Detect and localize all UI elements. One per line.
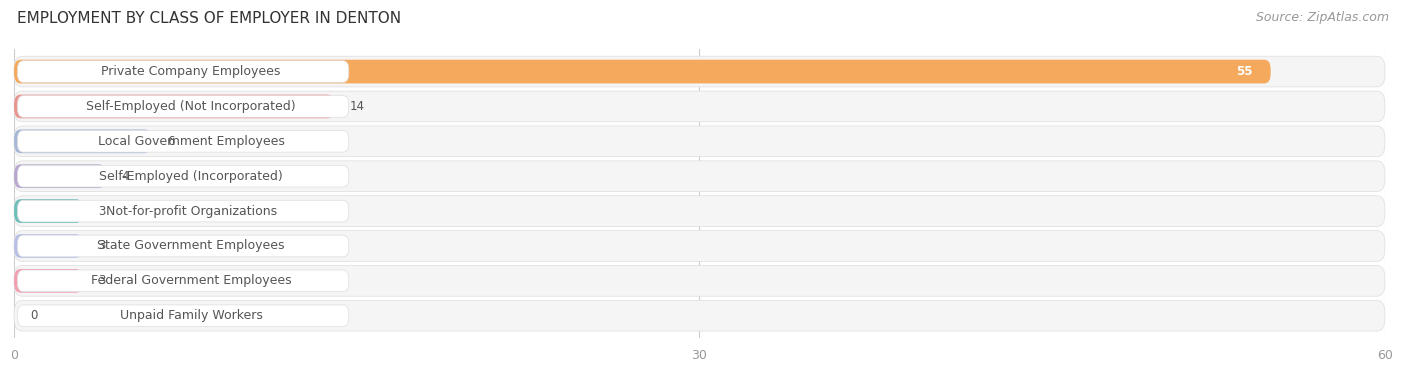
FancyBboxPatch shape: [17, 165, 349, 187]
Text: 6: 6: [167, 135, 174, 148]
FancyBboxPatch shape: [14, 230, 1385, 261]
Text: Unpaid Family Workers: Unpaid Family Workers: [120, 309, 263, 322]
FancyBboxPatch shape: [14, 300, 1385, 331]
FancyBboxPatch shape: [17, 61, 349, 82]
Text: Source: ZipAtlas.com: Source: ZipAtlas.com: [1256, 11, 1389, 24]
FancyBboxPatch shape: [17, 96, 349, 117]
FancyBboxPatch shape: [14, 126, 1385, 157]
Text: Private Company Employees: Private Company Employees: [101, 65, 281, 78]
Text: 55: 55: [1236, 65, 1253, 78]
FancyBboxPatch shape: [14, 95, 335, 118]
Text: Self-Employed (Incorporated): Self-Employed (Incorporated): [100, 170, 283, 183]
FancyBboxPatch shape: [17, 130, 349, 152]
Text: 3: 3: [98, 240, 105, 252]
FancyBboxPatch shape: [17, 270, 349, 292]
Text: Self-Employed (Not Incorporated): Self-Employed (Not Incorporated): [86, 100, 295, 113]
FancyBboxPatch shape: [14, 164, 105, 188]
FancyBboxPatch shape: [14, 234, 83, 258]
FancyBboxPatch shape: [14, 56, 1385, 87]
Text: 0: 0: [30, 309, 38, 322]
FancyBboxPatch shape: [14, 199, 83, 223]
Text: 4: 4: [121, 170, 129, 183]
FancyBboxPatch shape: [14, 265, 1385, 296]
FancyBboxPatch shape: [14, 269, 83, 293]
FancyBboxPatch shape: [14, 60, 1271, 83]
FancyBboxPatch shape: [17, 235, 349, 257]
Text: Federal Government Employees: Federal Government Employees: [91, 274, 291, 287]
FancyBboxPatch shape: [17, 200, 349, 222]
Text: 3: 3: [98, 205, 105, 218]
Text: Local Government Employees: Local Government Employees: [97, 135, 284, 148]
Text: State Government Employees: State Government Employees: [97, 240, 285, 252]
FancyBboxPatch shape: [14, 91, 1385, 122]
FancyBboxPatch shape: [14, 129, 152, 153]
FancyBboxPatch shape: [14, 161, 1385, 191]
Text: EMPLOYMENT BY CLASS OF EMPLOYER IN DENTON: EMPLOYMENT BY CLASS OF EMPLOYER IN DENTO…: [17, 11, 401, 26]
FancyBboxPatch shape: [14, 196, 1385, 226]
FancyBboxPatch shape: [17, 305, 349, 326]
Text: Not-for-profit Organizations: Not-for-profit Organizations: [105, 205, 277, 218]
Text: 14: 14: [350, 100, 366, 113]
Text: 3: 3: [98, 274, 105, 287]
